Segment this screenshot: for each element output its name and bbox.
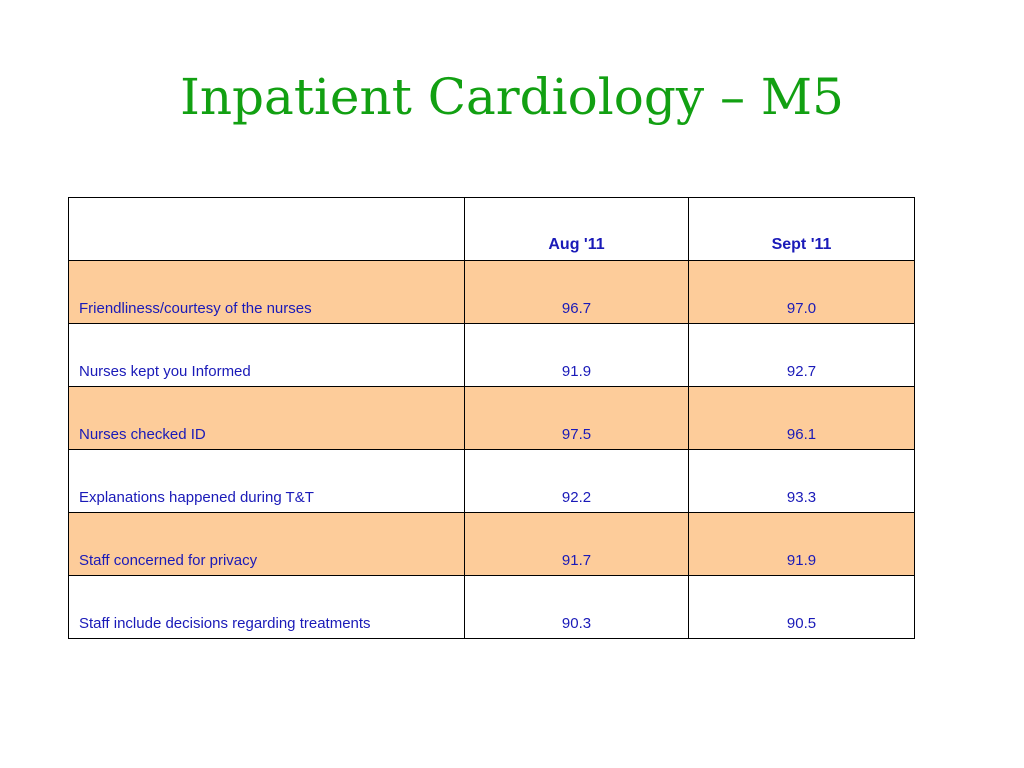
- results-table: Aug '11 Sept '11 Friendliness/courtesy o…: [68, 197, 915, 639]
- table-row: Staff concerned for privacy 91.7 91.9: [68, 512, 915, 576]
- table-row: Friendliness/courtesy of the nurses 96.7…: [68, 260, 915, 324]
- sept-value: 91.9: [688, 512, 915, 576]
- sept-value: 92.7: [688, 323, 915, 387]
- aug-value: 92.2: [464, 449, 689, 513]
- row-label: Explanations happened during T&T: [68, 449, 465, 513]
- aug-value: 91.7: [464, 512, 689, 576]
- row-label: Staff concerned for privacy: [68, 512, 465, 576]
- row-label: Nurses kept you Informed: [68, 323, 465, 387]
- aug-value: 90.3: [464, 575, 689, 639]
- row-label: Staff include decisions regarding treatm…: [68, 575, 465, 639]
- aug-value: 91.9: [464, 323, 689, 387]
- sept-value: 97.0: [688, 260, 915, 324]
- row-label: Nurses checked ID: [68, 386, 465, 450]
- aug-value: 97.5: [464, 386, 689, 450]
- header-aug-11: Aug '11: [464, 197, 689, 261]
- row-label: Friendliness/courtesy of the nurses: [68, 260, 465, 324]
- aug-value: 96.7: [464, 260, 689, 324]
- table-header-row: Aug '11 Sept '11: [68, 197, 915, 261]
- sept-value: 96.1: [688, 386, 915, 450]
- header-blank-cell: [68, 197, 465, 261]
- sept-value: 93.3: [688, 449, 915, 513]
- table-row: Staff include decisions regarding treatm…: [68, 575, 915, 639]
- table-row: Explanations happened during T&T 92.2 93…: [68, 449, 915, 513]
- sept-value: 90.5: [688, 575, 915, 639]
- header-sept-11: Sept '11: [688, 197, 915, 261]
- table-row: Nurses checked ID 97.5 96.1: [68, 386, 915, 450]
- slide-title: Inpatient Cardiology – M5: [180, 68, 844, 126]
- table-row: Nurses kept you Informed 91.9 92.7: [68, 323, 915, 387]
